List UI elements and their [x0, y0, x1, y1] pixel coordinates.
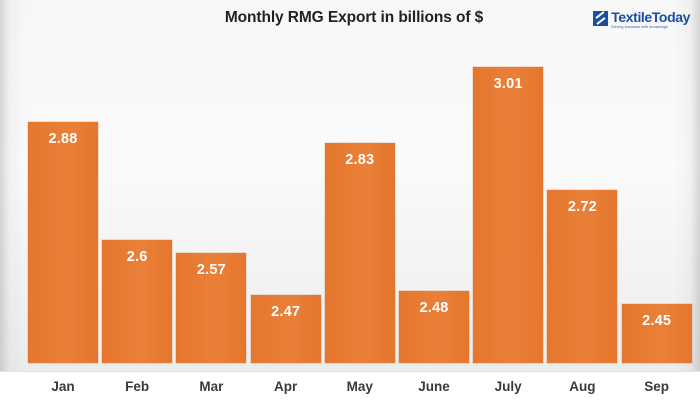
category-label-aug: Aug: [569, 379, 596, 394]
bar-value-label: 2.48: [419, 300, 449, 317]
bar-june: 2.48: [399, 291, 469, 363]
category-label-apr: Apr: [273, 379, 298, 394]
brand-tagline: Driving business with knowledge: [611, 24, 669, 30]
bar-apr: 2.47: [250, 295, 321, 363]
category-label-may: May: [346, 379, 373, 394]
bar-value-label: 2.45: [642, 312, 672, 329]
bar-value-label: 2.6: [126, 249, 148, 266]
brand-name: TextileToday: [611, 9, 690, 25]
bar-mar: 2.57: [176, 253, 247, 363]
category-label-july: July: [494, 379, 522, 394]
bar-value-label: 3.01: [493, 76, 523, 92]
bars-layer: 2.88 2.6 2.57 2.47 2.83 2.48 3.01 2.72 2.45: [28, 67, 692, 363]
category-axis: Jan Feb Mar Apr May June July Aug Sep: [0, 371, 700, 408]
bar-value-label: 2.72: [567, 198, 597, 215]
brand-logo: TextileToday Driving business with knowl…: [593, 10, 690, 29]
bar-may: 2.83: [324, 143, 395, 363]
bar-aug: 2.72: [547, 189, 618, 363]
category-label-june: June: [418, 379, 450, 394]
chart-title: Monthly RMG Export in billions of $: [224, 9, 484, 26]
category-label-feb: Feb: [125, 379, 150, 394]
bar-value-label: 2.57: [196, 262, 226, 279]
category-label-sep: Sep: [644, 379, 669, 394]
brand-text: TextileToday Driving business with knowl…: [611, 10, 690, 29]
category-label-mar: Mar: [199, 379, 224, 394]
textile-today-logo-icon: [593, 11, 609, 26]
bar-feb: 2.6: [102, 240, 173, 363]
bar-value-label: 2.88: [48, 130, 78, 147]
bar-value-label: 2.83: [345, 152, 375, 169]
bar-sep: 2.45: [621, 303, 692, 363]
bar-july: 3.01: [473, 67, 544, 363]
category-label-jan: Jan: [51, 379, 75, 394]
bar-jan: 2.88: [28, 121, 98, 363]
axis-label-band: [0, 371, 700, 408]
bar-value-label: 2.47: [271, 304, 301, 321]
